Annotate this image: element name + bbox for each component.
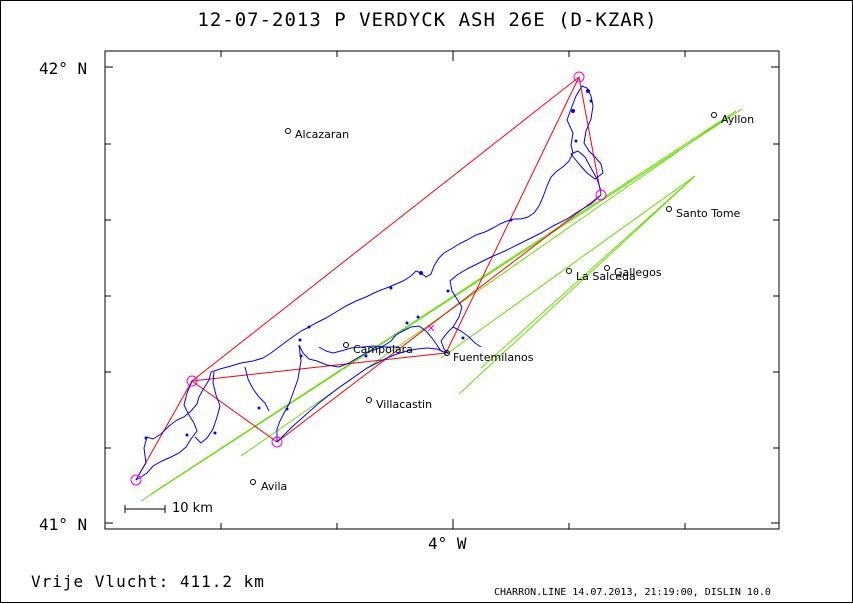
latitude-label-top: 42° N (39, 59, 88, 78)
town-gallegos: Gallegos (604, 265, 662, 279)
turnpoint-cross (427, 324, 435, 332)
turnpoint-1 (186, 375, 198, 387)
svg-text:Campolara: Campolara (353, 343, 413, 356)
plot-area (104, 50, 780, 530)
town-villacastin: Villacastin (366, 397, 432, 411)
flight-track (135, 85, 604, 481)
free-flight-distance: Vrije Vlucht: 411.2 km (31, 572, 265, 591)
longitude-label: 4° W (428, 534, 467, 553)
track-thermal-markers (144, 89, 593, 440)
towns: Alcazaran Ayllon Santo Tome Gallegos La … (250, 112, 754, 493)
latitude-label-bottom: 41° N (39, 515, 88, 534)
turnpoint-3 (595, 189, 607, 201)
town-la-salceda: La Salceda (566, 268, 636, 283)
svg-text:Fuentemilanos: Fuentemilanos (453, 351, 534, 364)
svg-text:La Salceda: La Salceda (576, 270, 636, 283)
town-santo-tome: Santo Tome (666, 206, 741, 220)
svg-text:Avila: Avila (261, 480, 287, 493)
svg-text:Villacastin: Villacastin (376, 398, 432, 411)
town-ayllon: Ayllon (711, 112, 754, 126)
scale-bar (124, 505, 166, 513)
town-fuentemilanos: Fuentemilanos (444, 350, 534, 364)
turnpoints (130, 71, 607, 486)
turnpoint-4 (271, 436, 283, 448)
flight-title: 12-07-2013 P VERDYCK ASH 26E (D-KZAR) (197, 9, 658, 31)
axis-ticks (104, 51, 779, 529)
turnpoint-start (130, 474, 142, 486)
sector-lines (140, 108, 743, 502)
scale-bar-label: 10 km (172, 501, 213, 516)
credit-line: CHARRON.LINE 14.07.2013, 21:19:00, DISLI… (494, 587, 771, 598)
svg-text:Santo Tome: Santo Tome (676, 207, 741, 220)
svg-text:Alcazaran: Alcazaran (295, 128, 349, 141)
town-avila: Avila (250, 479, 287, 493)
town-campolara: Campolara (343, 342, 413, 356)
svg-text:Ayllon: Ayllon (721, 113, 754, 126)
turnpoint-2 (573, 71, 585, 83)
svg-text:Gallegos: Gallegos (614, 266, 662, 279)
task-lines (135, 76, 602, 481)
town-alcazaran: Alcazaran (285, 128, 349, 141)
